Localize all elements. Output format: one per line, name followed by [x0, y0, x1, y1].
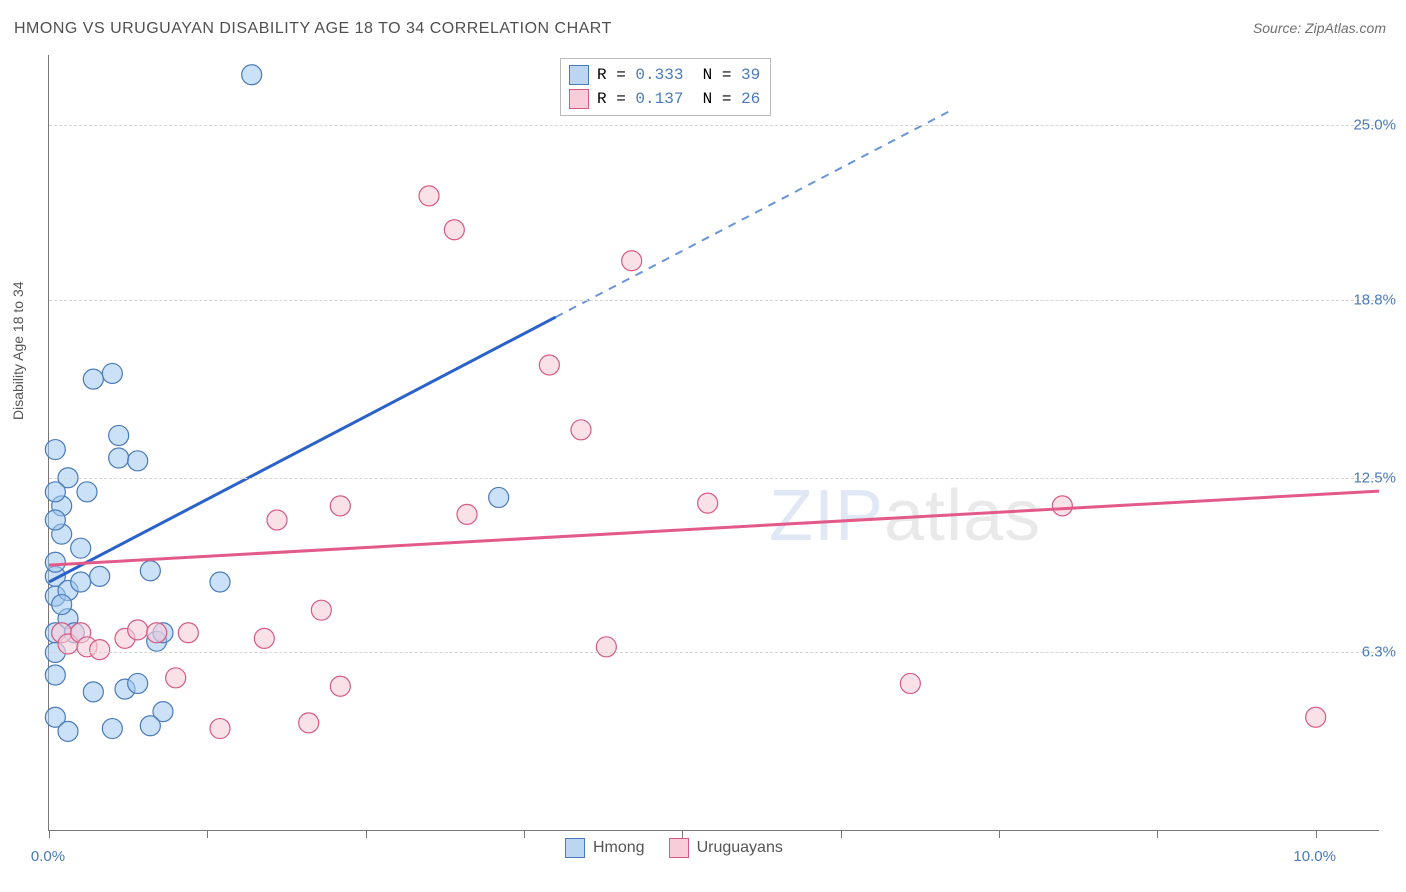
gridline-h: [49, 125, 1379, 126]
data-point: [489, 487, 509, 507]
data-point: [83, 369, 103, 389]
data-point: [102, 719, 122, 739]
chart-title: HMONG VS URUGUAYAN DISABILITY AGE 18 TO …: [14, 20, 612, 38]
x-tick: [1157, 830, 1158, 838]
data-point: [90, 566, 110, 586]
legend-swatch: [569, 89, 589, 109]
plot-area: ZIPatlas: [48, 55, 1379, 831]
data-point: [52, 595, 72, 615]
data-point: [109, 425, 129, 445]
x-tick: [207, 830, 208, 838]
x-tick: [999, 830, 1000, 838]
data-point: [109, 448, 129, 468]
data-point: [178, 623, 198, 643]
source-label: Source: ZipAtlas.com: [1253, 20, 1386, 36]
data-point: [166, 668, 186, 688]
y-axis-label: Disability Age 18 to 34: [10, 281, 26, 420]
data-point: [539, 355, 559, 375]
x-tick-label-max: 10.0%: [1293, 848, 1336, 865]
data-point: [71, 572, 91, 592]
x-tick: [841, 830, 842, 838]
correlation-legend: R = 0.333 N = 39R = 0.137 N = 26: [560, 58, 771, 116]
legend-row: R = 0.137 N = 26: [569, 87, 760, 111]
y-tick-label: 25.0%: [1353, 117, 1396, 134]
x-tick: [49, 830, 50, 838]
data-point: [457, 504, 477, 524]
data-point: [622, 251, 642, 271]
gridline-h: [49, 300, 1379, 301]
data-point: [77, 482, 97, 502]
data-point: [1306, 707, 1326, 727]
legend-row: R = 0.333 N = 39: [569, 63, 760, 87]
legend-swatch: [565, 838, 585, 858]
legend-swatch: [569, 65, 589, 85]
data-point: [698, 493, 718, 513]
data-point: [45, 440, 65, 460]
data-point: [1052, 496, 1072, 516]
data-point: [45, 482, 65, 502]
data-point: [267, 510, 287, 530]
data-point: [140, 716, 160, 736]
legend-label: Uruguayans: [697, 839, 783, 857]
series-legend: Hmong Uruguayans: [565, 838, 783, 858]
data-point: [330, 676, 350, 696]
trendline-hmong-dashed: [556, 112, 949, 317]
data-point: [210, 572, 230, 592]
data-point: [242, 65, 262, 85]
x-tick: [682, 830, 683, 838]
x-tick: [366, 830, 367, 838]
data-point: [45, 665, 65, 685]
legend-text: R = 0.333 N = 39: [597, 63, 760, 87]
data-point: [330, 496, 350, 516]
data-point: [128, 451, 148, 471]
data-point: [71, 538, 91, 558]
legend-swatch: [669, 838, 689, 858]
data-point: [140, 561, 160, 581]
chart-svg: [49, 55, 1379, 830]
data-point: [90, 640, 110, 660]
data-point: [147, 623, 167, 643]
x-tick: [524, 830, 525, 838]
data-point: [419, 186, 439, 206]
x-tick: [1316, 830, 1317, 838]
y-tick-label: 6.3%: [1362, 644, 1396, 661]
data-point: [571, 420, 591, 440]
y-tick-label: 18.8%: [1353, 292, 1396, 309]
x-tick-label-min: 0.0%: [31, 848, 65, 865]
data-point: [83, 682, 103, 702]
data-point: [299, 713, 319, 733]
data-point: [900, 673, 920, 693]
series-legend-item: Uruguayans: [669, 838, 783, 858]
data-point: [596, 637, 616, 657]
legend-label: Hmong: [593, 839, 645, 857]
data-point: [254, 628, 274, 648]
gridline-h: [49, 478, 1379, 479]
gridline-h: [49, 652, 1379, 653]
legend-text: R = 0.137 N = 26: [597, 87, 760, 111]
y-tick-label: 12.5%: [1353, 469, 1396, 486]
data-point: [311, 600, 331, 620]
data-point: [45, 510, 65, 530]
data-point: [210, 719, 230, 739]
series-legend-item: Hmong: [565, 838, 645, 858]
data-point: [102, 363, 122, 383]
data-point: [444, 220, 464, 240]
data-point: [128, 620, 148, 640]
data-point: [128, 673, 148, 693]
data-point: [58, 721, 78, 741]
data-point: [45, 552, 65, 572]
